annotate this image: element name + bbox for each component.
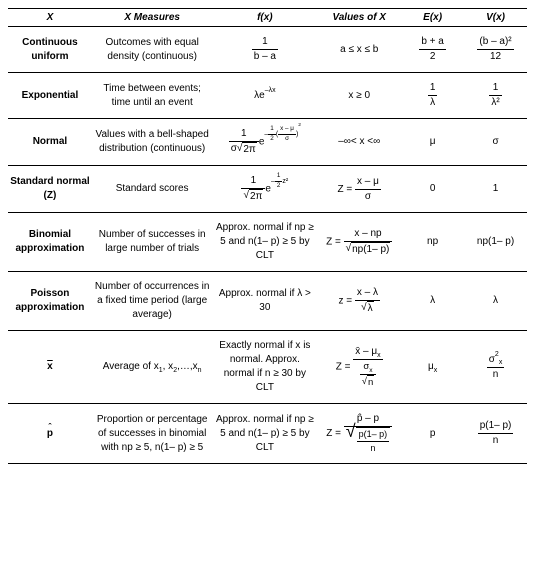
distributions-table: X X Measures f(x) Values of X E(x) V(x) … <box>8 8 527 464</box>
row-binomial: Binomial approximation Number of success… <box>8 213 527 272</box>
exponential-name: Exponential <box>8 73 92 119</box>
row-uniform: Continuous uniform Outcomes with equal d… <box>8 27 527 73</box>
normal-name: Normal <box>8 119 92 166</box>
stdnormal-vx: 1 <box>464 166 527 213</box>
header-fx: f(x) <box>212 9 317 27</box>
stdnormal-ex: 0 <box>401 166 464 213</box>
uniform-fx: 1b – a <box>212 27 317 73</box>
stdnormal-name: Standard normal (Z) <box>8 166 92 213</box>
poisson-fx: Approx. normal if λ > 30 <box>212 272 317 331</box>
row-xbar: x Average of x1, x2,…,xn Exactly normal … <box>8 331 527 404</box>
exponential-measures: Time between events; time until an event <box>92 73 213 119</box>
row-exponential: Exponential Time between events; time un… <box>8 73 527 119</box>
exponential-ex: 1λ <box>401 73 464 119</box>
stdnormal-measures: Standard scores <box>92 166 213 213</box>
phat-name: ˆp <box>8 404 92 464</box>
xbar-values: Z = x̄ – μx σx √n <box>317 331 401 404</box>
phat-vx: p(1– p)n <box>464 404 527 464</box>
exponential-fx: λe–λx <box>212 73 317 119</box>
uniform-values: a ≤ x ≤ b <box>317 27 401 73</box>
phat-values: Z = p̂ – p √p(1– p)n <box>317 404 401 464</box>
phat-measures: Proportion or percentage of successes in… <box>92 404 213 464</box>
normal-vx: σ <box>464 119 527 166</box>
poisson-name: Poisson approximation <box>8 272 92 331</box>
normal-fx: 1 σ√2π e–12(x – μσ)2 <box>212 119 317 166</box>
uniform-ex: b + a2 <box>401 27 464 73</box>
poisson-measures: Number of occurrences in a fixed time pe… <box>92 272 213 331</box>
stdnormal-values: Z = x – μσ <box>317 166 401 213</box>
header-vx: V(x) <box>464 9 527 27</box>
binomial-vx: np(1– p) <box>464 213 527 272</box>
exponential-values: x ≥ 0 <box>317 73 401 119</box>
normal-ex: μ <box>401 119 464 166</box>
phat-ex: p <box>401 404 464 464</box>
exponential-vx: 1λ² <box>464 73 527 119</box>
binomial-fx: Approx. normal if np ≥ 5 and n(1– p) ≥ 5… <box>212 213 317 272</box>
header-values: Values of X <box>317 9 401 27</box>
header-row: X X Measures f(x) Values of X E(x) V(x) <box>8 9 527 27</box>
row-stdnormal: Standard normal (Z) Standard scores 1 √2… <box>8 166 527 213</box>
row-normal: Normal Values with a bell-shaped distrib… <box>8 119 527 166</box>
row-phat: ˆp Proportion or percentage of successes… <box>8 404 527 464</box>
xbar-vx: σ2x n <box>464 331 527 404</box>
xbar-measures: Average of x1, x2,…,xn <box>92 331 213 404</box>
uniform-measures: Outcomes with equal density (continuous) <box>92 27 213 73</box>
xbar-name: x <box>8 331 92 404</box>
binomial-values: Z = x – np√np(1– p) <box>317 213 401 272</box>
header-x: X <box>8 9 92 27</box>
binomial-ex: np <box>401 213 464 272</box>
binomial-measures: Number of successes in large number of t… <box>92 213 213 272</box>
uniform-vx: (b – a)²12 <box>464 27 527 73</box>
poisson-values: z = x – λ√λ <box>317 272 401 331</box>
row-poisson: Poisson approximation Number of occurren… <box>8 272 527 331</box>
normal-values: –∞< x <∞ <box>317 119 401 166</box>
header-ex: E(x) <box>401 9 464 27</box>
stdnormal-fx: 1 √2π e–12z² <box>212 166 317 213</box>
uniform-name: Continuous uniform <box>8 27 92 73</box>
binomial-name: Binomial approximation <box>8 213 92 272</box>
phat-fx: Approx. normal if np ≥ 5 and n(1– p) ≥ 5… <box>212 404 317 464</box>
poisson-ex: λ <box>401 272 464 331</box>
normal-measures: Values with a bell-shaped distribution (… <box>92 119 213 166</box>
header-measures: X Measures <box>92 9 213 27</box>
poisson-vx: λ <box>464 272 527 331</box>
xbar-fx: Exactly normal if x is normal. Approx. n… <box>212 331 317 404</box>
xbar-ex: μx <box>401 331 464 404</box>
